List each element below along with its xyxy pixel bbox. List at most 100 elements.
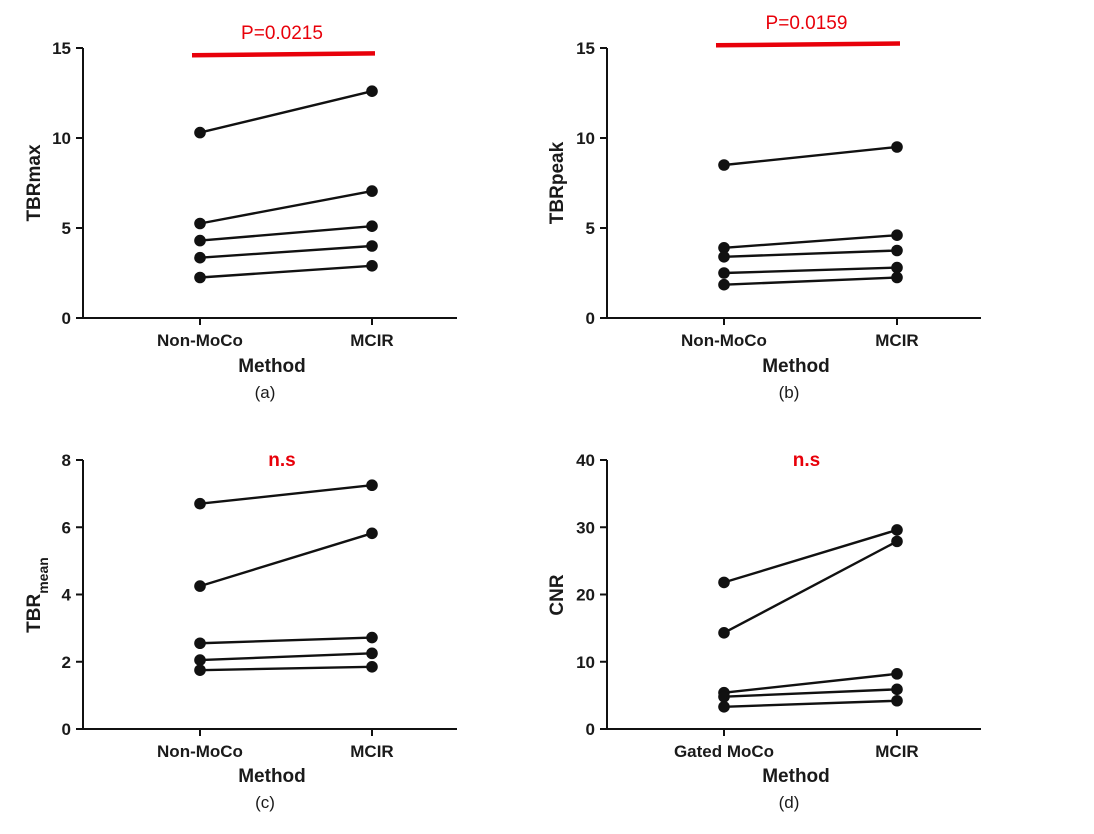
data-point [718,159,730,171]
y-axis-title: CNR [547,574,568,615]
data-point [366,631,378,644]
y-axis-title: TBRmax [24,144,45,222]
series-line [199,225,373,242]
x-tick-label: MCIR [875,331,918,350]
y-tick-label: 6 [62,518,71,537]
series-line [723,672,898,694]
panel-3: 0 2 4 6 8 Non-MoCo MCIR Method TBRmean (c) n.s [24,450,457,812]
data-point [194,497,206,510]
x-tick-label: Non-MoCo [157,331,243,350]
panel-1: 0 5 10 15 Non-MoCo MCIR Method TBRmax (a) P=0.021… [24,23,457,402]
y-tick-label: 30 [576,518,595,537]
data-point [194,234,206,247]
series-line [199,665,373,672]
series-line [723,528,898,584]
series-line [199,90,373,134]
y-tick-label: 15 [576,39,595,58]
data-point [891,141,903,153]
x-tick-label: Non-MoCo [681,331,767,350]
series-line [199,484,373,505]
x-axis-title: Method [238,766,306,787]
significance-label: P=0.0215 [241,23,323,44]
data-point [366,479,378,492]
y-tick-label: 0 [62,309,71,328]
significance-label: P=0.0159 [766,13,848,34]
data-point [891,683,903,696]
data-point [718,278,730,291]
data-point [718,250,730,263]
data-point [194,654,206,666]
y-tick-label: 0 [586,309,595,328]
data-point [891,668,903,680]
y-tick-label: 2 [62,653,71,672]
series-line [199,532,373,588]
data-point [718,690,730,703]
data-point [891,244,903,257]
data-point [194,126,206,139]
data-point [366,85,378,97]
data-point [194,580,206,592]
x-tick-label: MCIR [350,331,393,350]
series-line [199,652,373,662]
data-point [718,242,730,254]
x-axis-title: Method [762,766,830,787]
x-axis-title: Method [238,356,306,377]
y-tick-label: 5 [586,219,595,238]
data-point [366,185,378,197]
y-axis-title: TBRmean [24,557,51,633]
data-point [718,627,730,639]
data-point [366,647,378,660]
series-line [199,264,373,279]
data-point [718,576,730,589]
y-tick-label: 15 [52,39,71,58]
data-point [891,261,903,274]
data-point [194,271,206,284]
y-tick-label: 10 [52,129,71,148]
y-tick-label: 20 [576,586,595,605]
data-point [891,229,903,241]
significance-label: n.s [793,450,820,471]
significance-bar [191,51,376,58]
series-line [199,189,373,225]
data-point [366,240,378,252]
series-line [723,688,898,698]
data-point [366,260,378,272]
y-tick-label: 5 [62,219,71,238]
y-tick-label: 10 [576,129,595,148]
data-point [891,535,903,548]
data-point [718,267,730,279]
x-tick-label: Gated MoCo [674,742,774,761]
series-line [723,276,898,286]
significance-label: n.s [268,450,295,471]
panel-2: 0 5 10 15 Non-MoCo MCIR Method TBRpeak (b) P=0.01… [547,13,981,402]
series-line [723,249,898,258]
panel-caption: (a) [255,383,276,402]
data-point [891,694,903,707]
x-tick-label: Non-MoCo [157,742,243,761]
y-tick-label: 0 [586,720,595,739]
panel-caption: (d) [779,793,800,812]
x-axis-title: Method [762,356,830,377]
y-axis-title: TBRpeak [547,141,568,224]
data-point [366,660,378,673]
panel-4: 0 10 20 30 40 Gated MoCo MCIR Method CNR (d) n.s [547,450,981,812]
y-tick-label: 8 [62,451,71,470]
x-tick-label: MCIR [875,742,918,761]
data-point [366,220,378,232]
panel-caption: (b) [779,383,800,402]
y-axis-title-subscript: mean [35,557,51,594]
data-point [718,701,730,713]
series-line [723,266,898,275]
y-tick-label: 10 [576,653,595,672]
data-point [194,217,206,230]
y-tick-label: 40 [576,451,595,470]
series-line [199,636,373,645]
series-line [723,145,898,167]
y-tick-label: 0 [62,720,71,739]
x-tick-label: MCIR [350,742,393,761]
data-point [194,637,206,650]
series-line [723,540,898,634]
series-line [199,244,373,259]
data-point [366,527,378,540]
